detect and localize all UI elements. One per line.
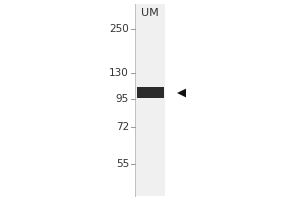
Text: 72: 72 <box>116 122 129 132</box>
Polygon shape <box>177 89 186 97</box>
Bar <box>136 87 164 98</box>
Bar <box>135 4 165 196</box>
Text: 130: 130 <box>109 68 129 78</box>
Text: 55: 55 <box>116 159 129 169</box>
Text: UM: UM <box>141 8 159 18</box>
Text: 95: 95 <box>116 94 129 104</box>
Text: 250: 250 <box>109 24 129 34</box>
